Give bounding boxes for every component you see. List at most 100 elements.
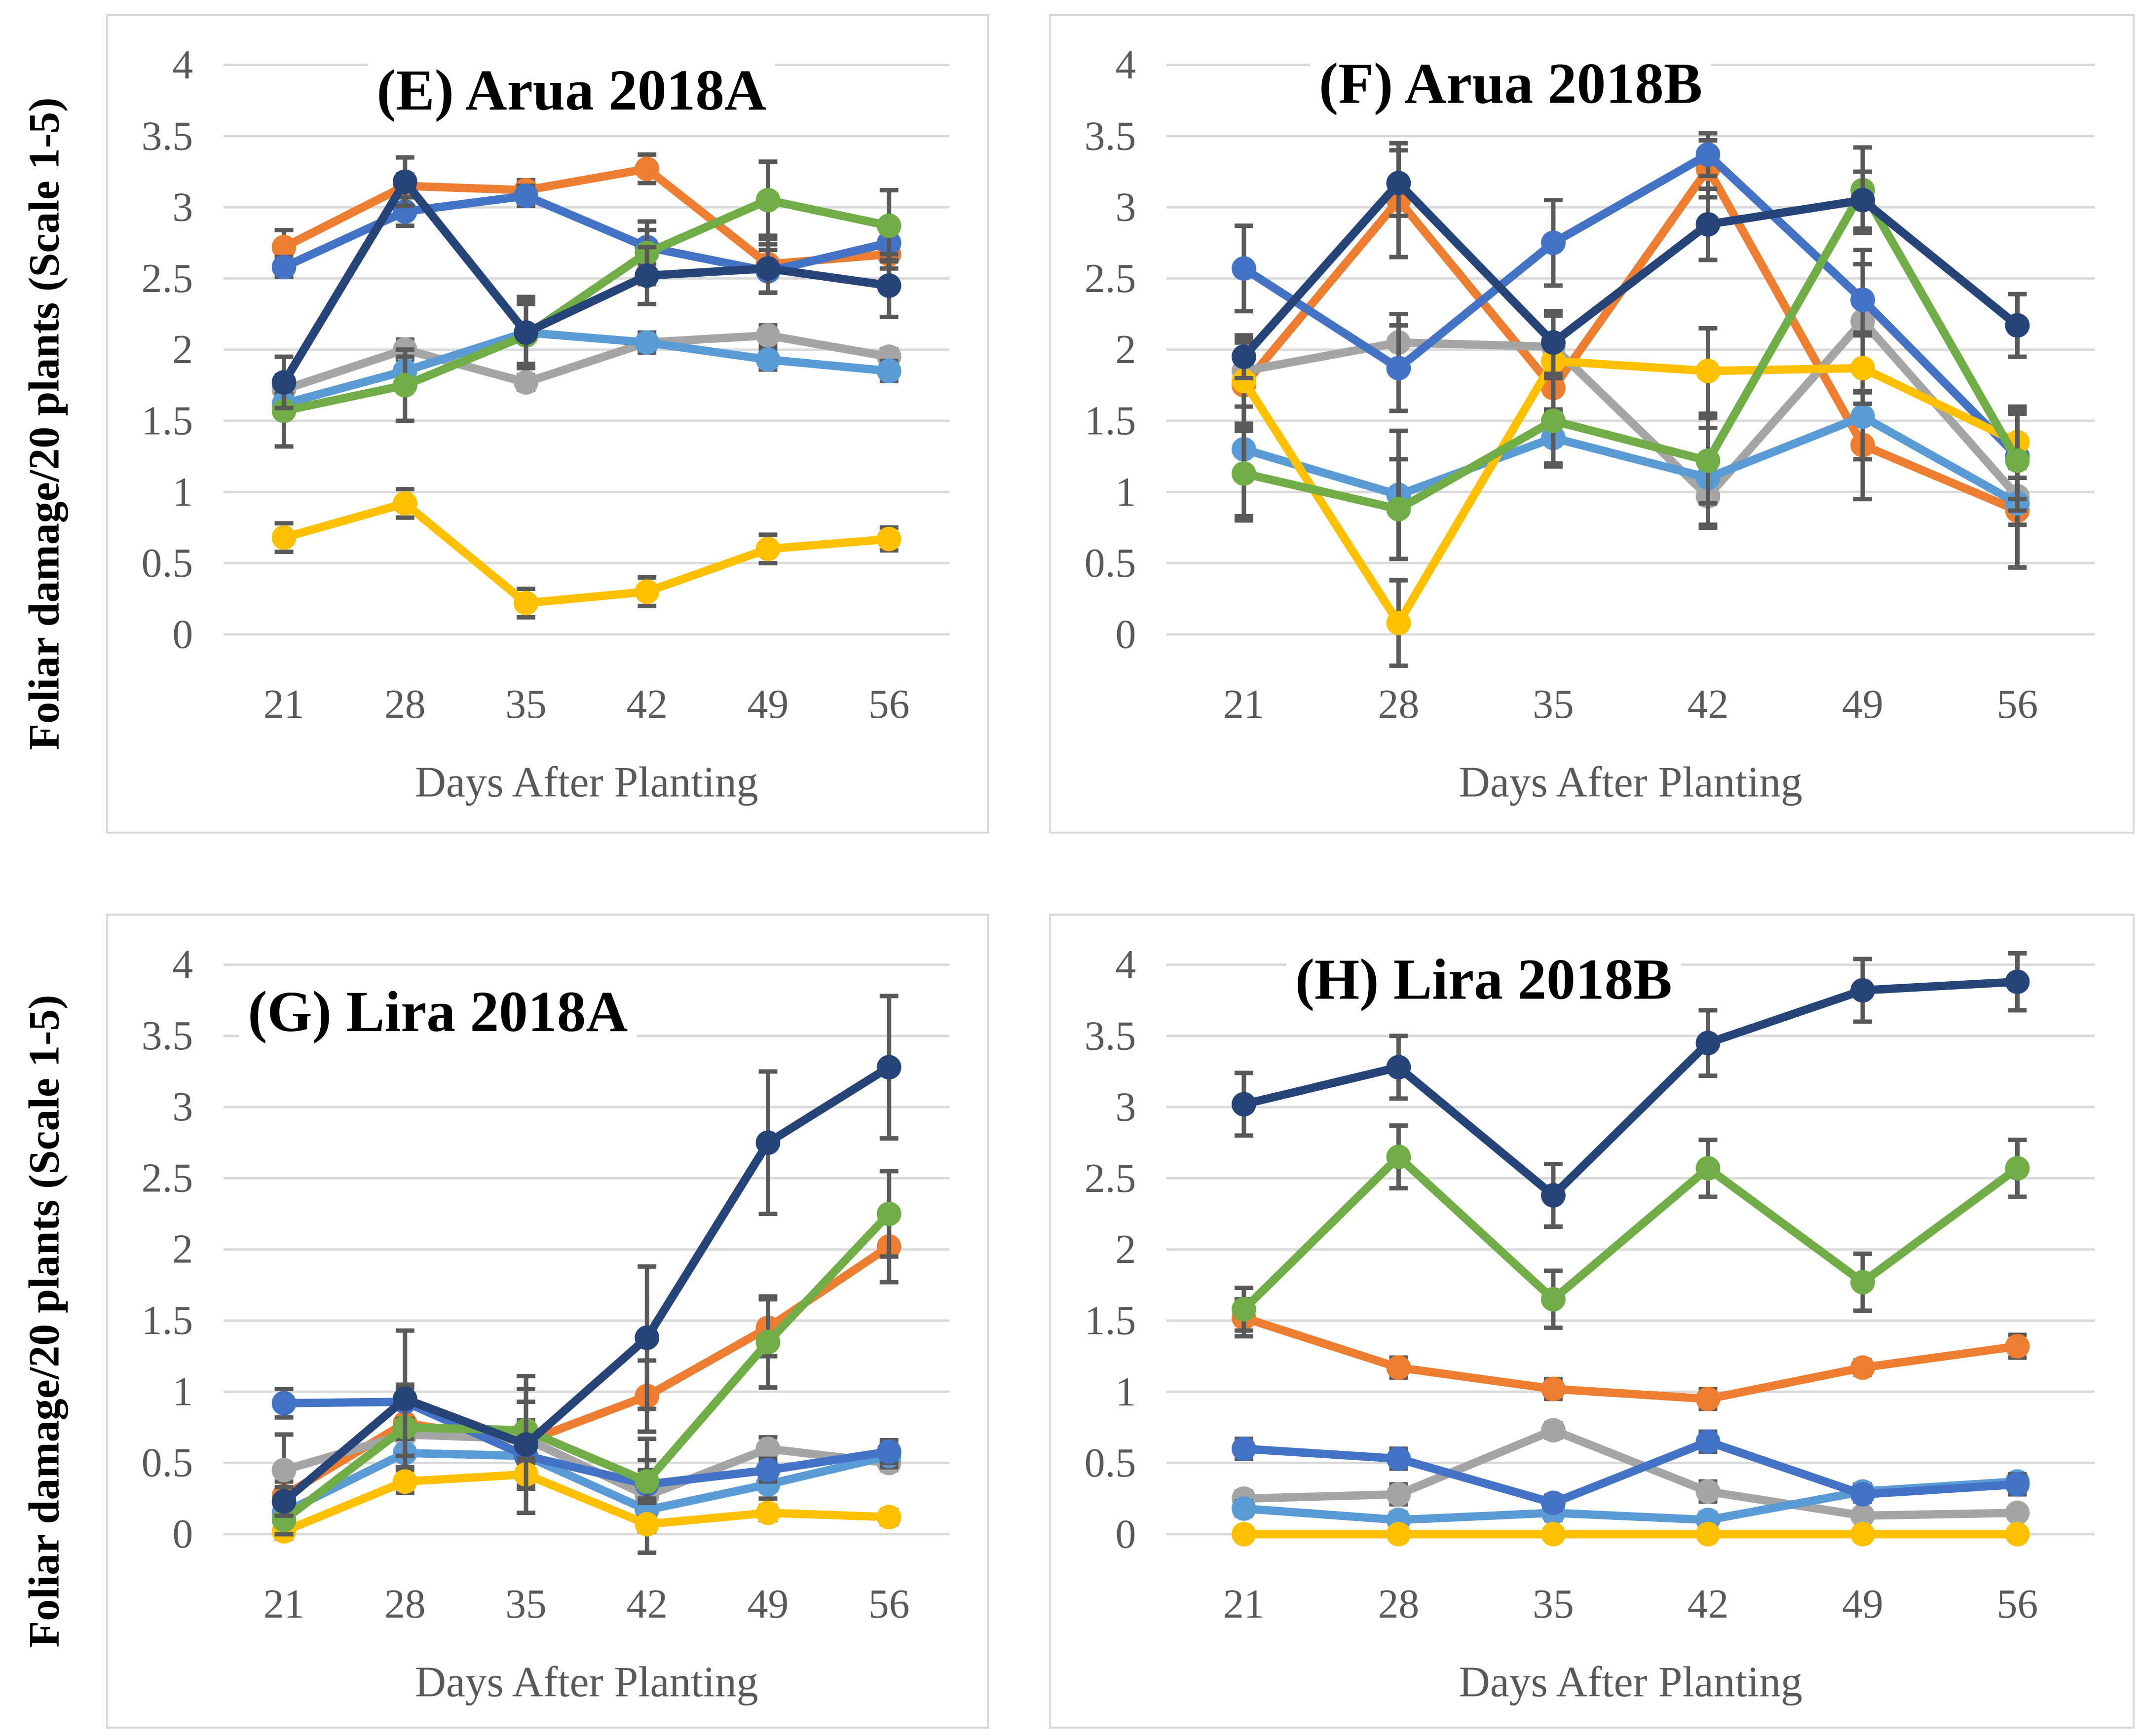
marker-gray-x49 <box>1850 1503 1875 1528</box>
marker-navy-blue-x21 <box>1231 1092 1256 1117</box>
marker-green-x21 <box>1231 1297 1256 1322</box>
y-tick-label: 1 <box>1116 469 1136 515</box>
y-tick-label: 3 <box>1116 1084 1136 1130</box>
marker-navy-blue-x28 <box>1386 1055 1411 1080</box>
marker-yellow-x49 <box>1850 1522 1875 1547</box>
y-tick-label: 0.5 <box>1085 540 1136 586</box>
marker-green-x49 <box>1850 1270 1875 1294</box>
y-tick-label: 0.5 <box>1085 1440 1136 1486</box>
marker-yellow-x42 <box>635 1512 660 1537</box>
line-green <box>1239 1152 2022 1314</box>
panel-title-group: (F) Arua 2018B <box>1310 48 1712 119</box>
marker-yellow-x42 <box>1695 359 1721 383</box>
marker-yellow-x21 <box>1231 1522 1256 1547</box>
marker-green-x42 <box>1695 1156 1721 1181</box>
x-tick-label: 35 <box>505 1582 547 1627</box>
marker-yellow-x21 <box>1231 369 1256 394</box>
marker-navy-blue-x35 <box>1541 1183 1566 1208</box>
x-tick-label: 28 <box>384 681 426 727</box>
x-tick-label: 42 <box>626 1582 668 1627</box>
marker-navy-blue-x49 <box>755 1130 781 1155</box>
marker-yellow-x28 <box>1386 610 1411 635</box>
panel-title: (H) Lira 2018B <box>1295 947 1672 1011</box>
marker-gray-x35 <box>1541 1418 1566 1443</box>
y-tick-label: 3.5 <box>1085 1013 1136 1059</box>
marker-orange-x42 <box>1695 1386 1721 1411</box>
marker-royal-blue-x28 <box>1386 356 1411 381</box>
x-tick-label: 49 <box>748 681 789 727</box>
y-tick-label: 1.5 <box>1085 1298 1136 1344</box>
line-gray <box>1239 1426 2022 1520</box>
y-tick-label: 1 <box>172 1369 193 1414</box>
marker-yellow-x28 <box>392 491 417 516</box>
marker-royal-blue-x42 <box>1695 142 1721 167</box>
x-tick-label: 35 <box>505 681 547 727</box>
marker-green-x42 <box>635 1469 660 1494</box>
marker-light-blue-x49 <box>755 347 781 372</box>
series-green <box>1231 145 2030 561</box>
y-tick-label: 1 <box>1116 1369 1136 1415</box>
marker-yellow-x49 <box>1850 356 1875 381</box>
gridlines-and-yticks: 0 0.5 1 1.5 2 2.5 3 3.5 4 <box>1085 942 2095 1557</box>
x-tick-label: 49 <box>1842 681 1883 727</box>
marker-green-x56 <box>876 1201 901 1226</box>
panel-title-group: (G) Lira 2018A <box>239 977 637 1047</box>
x-axis-title: Days After Planting <box>1459 1658 1802 1705</box>
line-gray <box>280 331 894 394</box>
line-green <box>280 196 894 415</box>
marker-gray-x56 <box>2005 1500 2030 1525</box>
marker-gray-x28 <box>1386 1482 1411 1507</box>
y-tick-label: 2.5 <box>142 256 193 301</box>
x-tick-label: 35 <box>1533 1581 1574 1627</box>
marker-gray-x49 <box>755 1436 781 1461</box>
marker-light-blue-x42 <box>635 330 660 355</box>
marker-green-x28 <box>1386 497 1411 521</box>
y-tick-label: 2.5 <box>1085 1155 1136 1201</box>
y-tick-label: 2 <box>172 327 193 372</box>
x-tick-label: 21 <box>263 1582 305 1627</box>
y-tick-label: 2 <box>172 1227 193 1272</box>
marker-navy-blue-x21 <box>271 1489 297 1514</box>
panel-title-group: (E) Arua 2018A <box>368 55 775 126</box>
line-green <box>280 1210 894 1524</box>
marker-light-blue-x56 <box>876 359 901 383</box>
marker-green-x21 <box>1231 461 1256 486</box>
marker-green-x56 <box>876 213 901 238</box>
error-bars-navy-blue <box>274 155 899 410</box>
marker-green-x49 <box>755 1330 781 1355</box>
marker-navy-blue-x42 <box>1695 1031 1721 1056</box>
marker-navy-blue-x35 <box>514 320 538 345</box>
marker-navy-blue-x56 <box>2005 313 2030 338</box>
x-tick-labels: 21 28 35 42 49 56 <box>263 1582 910 1627</box>
x-tick-label: 42 <box>1688 681 1729 727</box>
marker-green-x56 <box>2005 1156 2030 1181</box>
marker-royal-blue-x56 <box>876 1439 901 1464</box>
x-axis-title: Days After Planting <box>415 1658 758 1705</box>
x-tick-labels: 21 28 35 42 49 56 <box>1223 1581 2038 1627</box>
marker-gray-x49 <box>755 323 781 348</box>
y-axis-label: Foliar damage/20 plants (Scale 1-5) <box>20 97 69 750</box>
panel-title-backing <box>239 977 637 1047</box>
x-tick-label: 56 <box>1997 1581 2038 1627</box>
x-tick-label: 21 <box>1223 681 1265 727</box>
series-royal-blue <box>1231 1429 2030 1515</box>
series-light-blue <box>1231 371 2030 570</box>
marker-navy-blue-x49 <box>755 256 781 281</box>
panel-title-group: (H) Lira 2018B <box>1286 944 1681 1015</box>
error-bars-navy-blue <box>274 994 899 1518</box>
line-yellow <box>1239 357 2022 628</box>
marker-yellow-x49 <box>755 1500 781 1525</box>
series-navy-blue <box>1231 148 2030 380</box>
y-tick-label: 1 <box>172 469 193 515</box>
x-tick-label: 42 <box>1688 1581 1729 1627</box>
y-tick-label: 2 <box>1116 1226 1136 1272</box>
series-navy-blue <box>1231 951 2030 1229</box>
marker-yellow-x21 <box>271 525 297 550</box>
marker-royal-blue-x21 <box>1231 1436 1256 1461</box>
marker-royal-blue-x49 <box>755 1458 781 1482</box>
marker-yellow-x56 <box>876 1505 901 1530</box>
y-tick-label: 0 <box>172 611 193 657</box>
series-navy-blue <box>271 155 901 410</box>
line-light-blue <box>280 328 894 408</box>
